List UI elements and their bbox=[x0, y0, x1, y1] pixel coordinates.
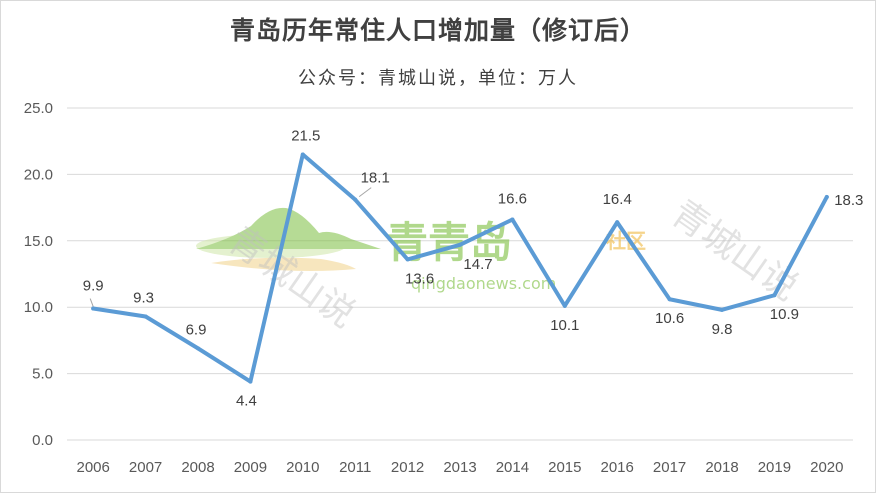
x-tick-label: 2010 bbox=[286, 459, 319, 476]
y-tick-label: 10.0 bbox=[24, 299, 53, 316]
data-label: 16.6 bbox=[498, 191, 527, 208]
x-tick-label: 2008 bbox=[181, 459, 214, 476]
data-point bbox=[405, 257, 410, 262]
data-point bbox=[772, 293, 777, 298]
label-leader-line bbox=[358, 187, 372, 198]
watermark-stamp-right: 青城山说 bbox=[664, 193, 805, 309]
x-tick-label: 2014 bbox=[496, 459, 529, 476]
x-tick-label: 2009 bbox=[234, 459, 267, 476]
x-tick-label: 2012 bbox=[391, 459, 424, 476]
y-tick-label: 5.0 bbox=[32, 366, 53, 383]
y-tick-label: 25.0 bbox=[24, 100, 53, 117]
data-point bbox=[720, 307, 724, 312]
data-point bbox=[510, 217, 515, 222]
y-tick-label: 20.0 bbox=[24, 166, 53, 183]
data-point bbox=[824, 194, 829, 199]
y-axis-ticks: 0.0 5.0 10.0 15.0 20.0 25.0 bbox=[24, 100, 53, 449]
x-axis-ticks: 2006 2007 2008 2009 2010 2011 2012 2013 2014 2015… bbox=[77, 459, 844, 476]
data-point bbox=[143, 314, 148, 319]
data-point bbox=[91, 306, 96, 311]
data-label: 21.5 bbox=[291, 127, 320, 144]
watermark-mountain-logo bbox=[196, 207, 381, 271]
data-label: 10.6 bbox=[655, 310, 684, 327]
data-label: 14.7 bbox=[463, 256, 492, 273]
label-leader-line bbox=[89, 298, 94, 307]
data-point bbox=[196, 346, 200, 351]
data-label: 13.6 bbox=[405, 270, 434, 287]
x-tick-label: 2017 bbox=[653, 459, 686, 476]
data-label: 10.1 bbox=[550, 317, 579, 334]
x-tick-label: 2006 bbox=[77, 459, 110, 476]
x-tick-label: 2013 bbox=[443, 459, 476, 476]
data-label: 6.9 bbox=[186, 321, 207, 338]
data-point bbox=[300, 152, 305, 157]
data-label: 18.1 bbox=[361, 170, 390, 187]
data-point bbox=[353, 197, 358, 202]
data-point bbox=[615, 220, 620, 225]
data-labels: 9.9 9.3 6.9 4.4 21.5 18.1 13.6 14.7 16.6 10.1 16.4… bbox=[83, 127, 864, 409]
chart-title: 青岛历年常住人口增加量（修订后） bbox=[229, 16, 646, 45]
watermark-url: qingdaonews.com bbox=[411, 274, 556, 293]
x-tick-label: 2020 bbox=[810, 459, 843, 476]
x-tick-label: 2018 bbox=[705, 459, 738, 476]
x-tick-label: 2019 bbox=[758, 459, 791, 476]
series-line-group bbox=[91, 152, 829, 384]
data-label: 10.9 bbox=[770, 306, 799, 323]
gridlines bbox=[67, 107, 853, 441]
data-point bbox=[458, 242, 462, 247]
x-tick-label: 2007 bbox=[129, 459, 162, 476]
data-label: 9.9 bbox=[83, 278, 104, 295]
x-tick-label: 2015 bbox=[548, 459, 581, 476]
chart-subtitle: 公众号：青城山说，单位：万人 bbox=[298, 68, 578, 89]
y-tick-label: 0.0 bbox=[32, 432, 53, 449]
data-point bbox=[667, 297, 672, 302]
data-label: 16.4 bbox=[603, 191, 632, 208]
data-label: 9.8 bbox=[712, 321, 733, 338]
series-line bbox=[91, 152, 829, 384]
data-label: 4.4 bbox=[236, 393, 257, 410]
watermark-logo-text: 青青岛 bbox=[386, 218, 512, 267]
y-tick-label: 15.0 bbox=[24, 233, 53, 250]
data-label: 18.3 bbox=[834, 192, 863, 209]
data-label: 9.3 bbox=[133, 289, 154, 306]
data-point bbox=[562, 303, 567, 308]
x-tick-label: 2011 bbox=[339, 459, 371, 476]
x-tick-label: 2016 bbox=[601, 459, 634, 476]
data-point bbox=[248, 379, 253, 384]
